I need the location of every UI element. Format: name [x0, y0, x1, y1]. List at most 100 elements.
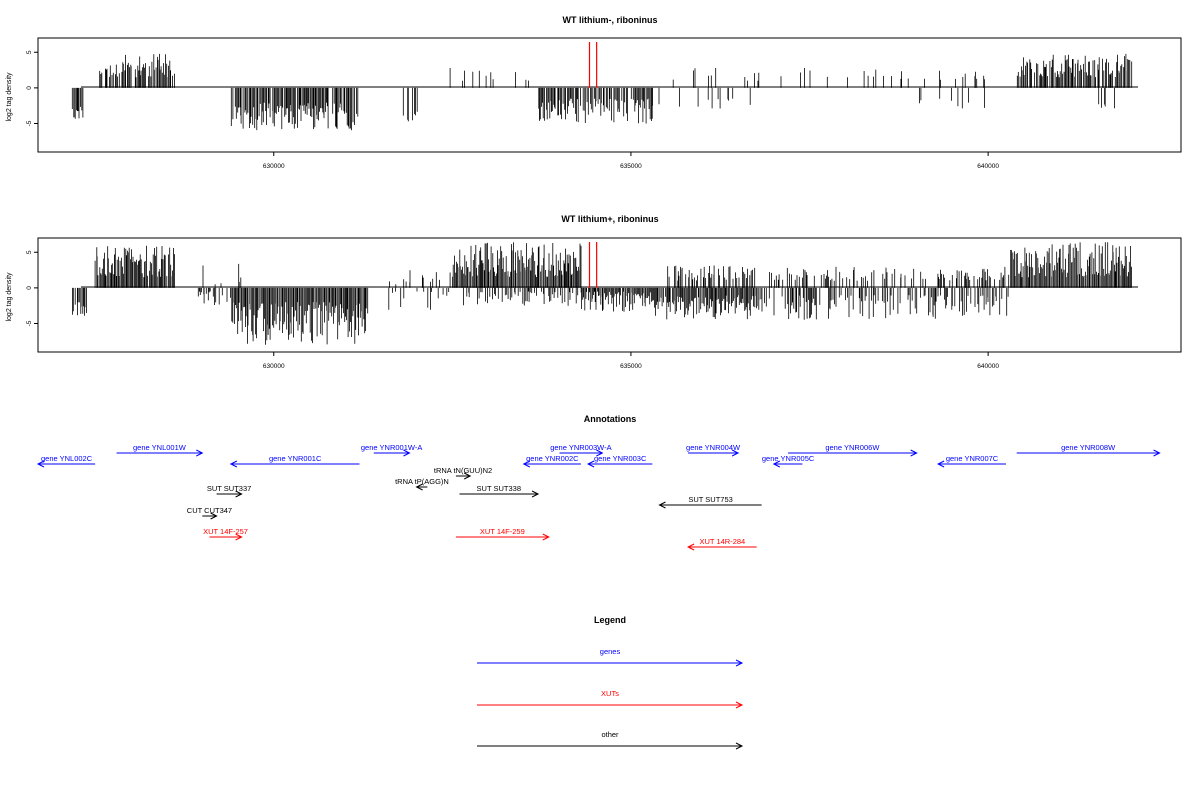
annotation-label: gene YNR005C	[762, 454, 815, 463]
arrow-head-icon	[735, 701, 744, 709]
arrow-head-icon	[772, 460, 781, 468]
arrow-head-icon	[658, 501, 666, 509]
marker-lines	[588, 242, 598, 288]
density-bars	[71, 53, 1133, 131]
annotation-label: gene YNR006W	[825, 443, 880, 452]
annotation-sut-sut338: SUT SUT338	[459, 484, 540, 498]
y-axis-label: log2 tag density	[6, 72, 13, 122]
arrow-head-icon	[531, 490, 540, 498]
annotation-label: gene YNR003W-A	[550, 443, 611, 452]
arrow-head-icon	[235, 490, 243, 498]
y-axis: -5 0 5	[26, 250, 38, 326]
arrow-head-icon	[196, 449, 204, 457]
x-tick-label: 630000	[263, 163, 285, 170]
annotation-gene-ynr002c: gene YNR002C	[522, 454, 581, 468]
annotation-label: gene YNR003C	[594, 454, 647, 463]
annotation-gene-ynr001w-a: gene YNR001W-A	[361, 443, 422, 457]
annotation-cut-cut347: CUT CUT347	[187, 506, 232, 520]
arrow-head-icon	[735, 742, 744, 750]
annotation-trna-tn-guu-n2: tRNA tN(GUU)N2	[434, 466, 492, 480]
y-tick-label: -5	[26, 320, 33, 326]
y-axis-label: log2 tag density	[6, 272, 13, 322]
annotation-label: tRNA tN(GUU)N2	[434, 466, 492, 475]
annotation-label: SUT SUT337	[207, 484, 251, 493]
annotation-gene-ynr004w: gene YNR004W	[686, 443, 741, 457]
arrow-head-icon	[596, 449, 604, 457]
annotation-label: gene YNR008W	[1061, 443, 1116, 452]
density-bars	[72, 242, 1132, 345]
x-tick-label: 635000	[620, 163, 642, 170]
arrow-head-icon	[403, 449, 411, 457]
plot-frame	[37, 237, 1182, 353]
annotation-label: gene YNL002C	[41, 454, 93, 463]
annotation-label: tRNA tP(AGG)N	[395, 477, 449, 486]
arrow-head-icon	[235, 533, 243, 541]
legend: Legend genes XUTs other	[477, 615, 744, 750]
legend-label: genes	[600, 647, 621, 656]
annotation-xut-14r-284: XUT 14R-284	[686, 537, 757, 551]
chart-title: WT lithium-, riboninus	[563, 15, 658, 25]
y-tick-label: -5	[26, 120, 33, 126]
chart-lithium-plus: WT lithium+, riboninus log2 tag density …	[6, 214, 1182, 370]
plot-frame	[37, 37, 1182, 153]
legend-title: Legend	[594, 615, 626, 625]
annotation-label: gene YNR007C	[946, 454, 999, 463]
x-tick-label: 630000	[263, 363, 285, 370]
annotation-gene-ynr001c: gene YNR001C	[229, 454, 360, 468]
annotation-label: gene YNR004W	[686, 443, 741, 452]
density-bar-path	[71, 53, 1133, 131]
arrow-head-icon	[522, 460, 530, 468]
x-axis: 630000 635000 640000	[263, 152, 999, 170]
legend-entries: genes XUTs other	[477, 647, 744, 750]
annotations-title: Annotations	[584, 414, 637, 424]
annotation-label: gene YNL001W	[133, 443, 187, 452]
annotation-trna-tp-agg-n: tRNA tP(AGG)N	[395, 477, 449, 491]
chart-title: WT lithium+, riboninus	[561, 214, 658, 224]
annotation-gene-ynr005c: gene YNR005C	[762, 454, 815, 468]
arrow-head-icon	[210, 512, 218, 520]
arrow-head-icon	[229, 460, 238, 468]
annotation-xut-14f-257: XUT 14F-257	[203, 527, 248, 541]
x-tick-label: 640000	[977, 163, 999, 170]
y-tick-label: 0	[26, 86, 33, 90]
x-axis: 630000 635000 640000	[263, 352, 999, 370]
chart-lithium-minus: WT lithium-, riboninus log2 tag density …	[6, 15, 1182, 170]
annotation-gene-ynr003w-a: gene YNR003W-A	[550, 443, 612, 457]
annotation-gene-ynr008w: gene YNR008W	[1016, 443, 1161, 457]
annotation-label: XUT 14R-284	[700, 537, 746, 546]
arrow-head-icon	[910, 449, 918, 457]
legend-label: other	[601, 730, 619, 739]
arrow-head-icon	[1153, 449, 1161, 457]
x-tick-label: 635000	[620, 363, 642, 370]
arrow-head-icon	[36, 460, 45, 468]
annotation-label: XUT 14F-259	[480, 527, 525, 536]
annotation-gene-ynr003c: gene YNR003C	[586, 454, 653, 468]
arrow-head-icon	[735, 659, 744, 667]
arrow-head-icon	[542, 533, 550, 541]
annotation-label: CUT CUT347	[187, 506, 232, 515]
x-tick-label: 640000	[977, 363, 999, 370]
annotation-label: gene YNR002C	[526, 454, 579, 463]
arrow-head-icon	[936, 460, 945, 468]
annotation-items: gene YNL002C gene YNL001W gene YNR001C gene…	[36, 443, 1161, 551]
legend-entry-xuts: XUTs	[477, 689, 744, 709]
annotation-gene-ynl002c: gene YNL002C	[36, 454, 96, 468]
annotation-gene-ynr007c: gene YNR007C	[936, 454, 1006, 468]
y-tick-label: 0	[26, 286, 33, 290]
arrow-head-icon	[415, 483, 423, 491]
arrow-head-icon	[686, 543, 695, 551]
arrow-head-icon	[731, 449, 740, 457]
annotation-gene-ynr006w: gene YNR006W	[788, 443, 918, 457]
annotation-label: XUT 14F-257	[203, 527, 248, 536]
legend-entry-genes: genes	[477, 647, 744, 667]
annotation-label: gene YNR001C	[269, 454, 322, 463]
y-tick-label: 5	[26, 250, 33, 254]
density-bar-path	[72, 242, 1132, 345]
annotation-sut-sut753: SUT SUT753	[658, 495, 762, 509]
annotation-label: gene YNR001W-A	[361, 443, 422, 452]
annotation-label: SUT SUT338	[477, 484, 521, 493]
annotation-label: SUT SUT753	[688, 495, 732, 504]
y-axis: -5 0 5	[26, 50, 38, 126]
